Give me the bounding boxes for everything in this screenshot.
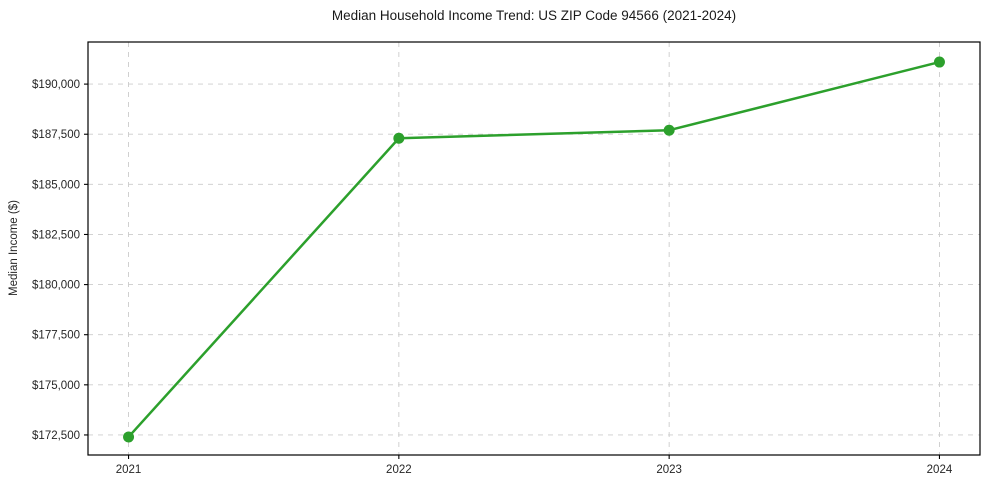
y-tick-label: $172,500 xyxy=(32,430,80,442)
y-tick-label: $185,000 xyxy=(32,179,80,191)
y-tick-label: $180,000 xyxy=(32,280,80,292)
data-point-2022 xyxy=(393,132,405,144)
x-tick-label: 2023 xyxy=(656,464,682,476)
x-tick-label: 2022 xyxy=(386,464,412,476)
data-point-2024 xyxy=(933,56,945,68)
y-tick-label: $190,000 xyxy=(32,79,80,91)
chart-title: Median Household Income Trend: US ZIP Co… xyxy=(331,8,737,23)
x-tick-label: 2024 xyxy=(927,464,953,476)
plot-border xyxy=(87,41,981,456)
y-tick-label: $177,500 xyxy=(32,330,80,342)
y-tick-label: $182,500 xyxy=(32,229,80,241)
data-point-2023 xyxy=(663,124,675,136)
y-tick-label: $175,000 xyxy=(32,380,80,392)
trend-line xyxy=(127,60,941,439)
y-tick-label: $187,500 xyxy=(32,129,80,141)
data-point-2021 xyxy=(123,431,135,443)
x-tick-label: 2021 xyxy=(116,464,142,476)
